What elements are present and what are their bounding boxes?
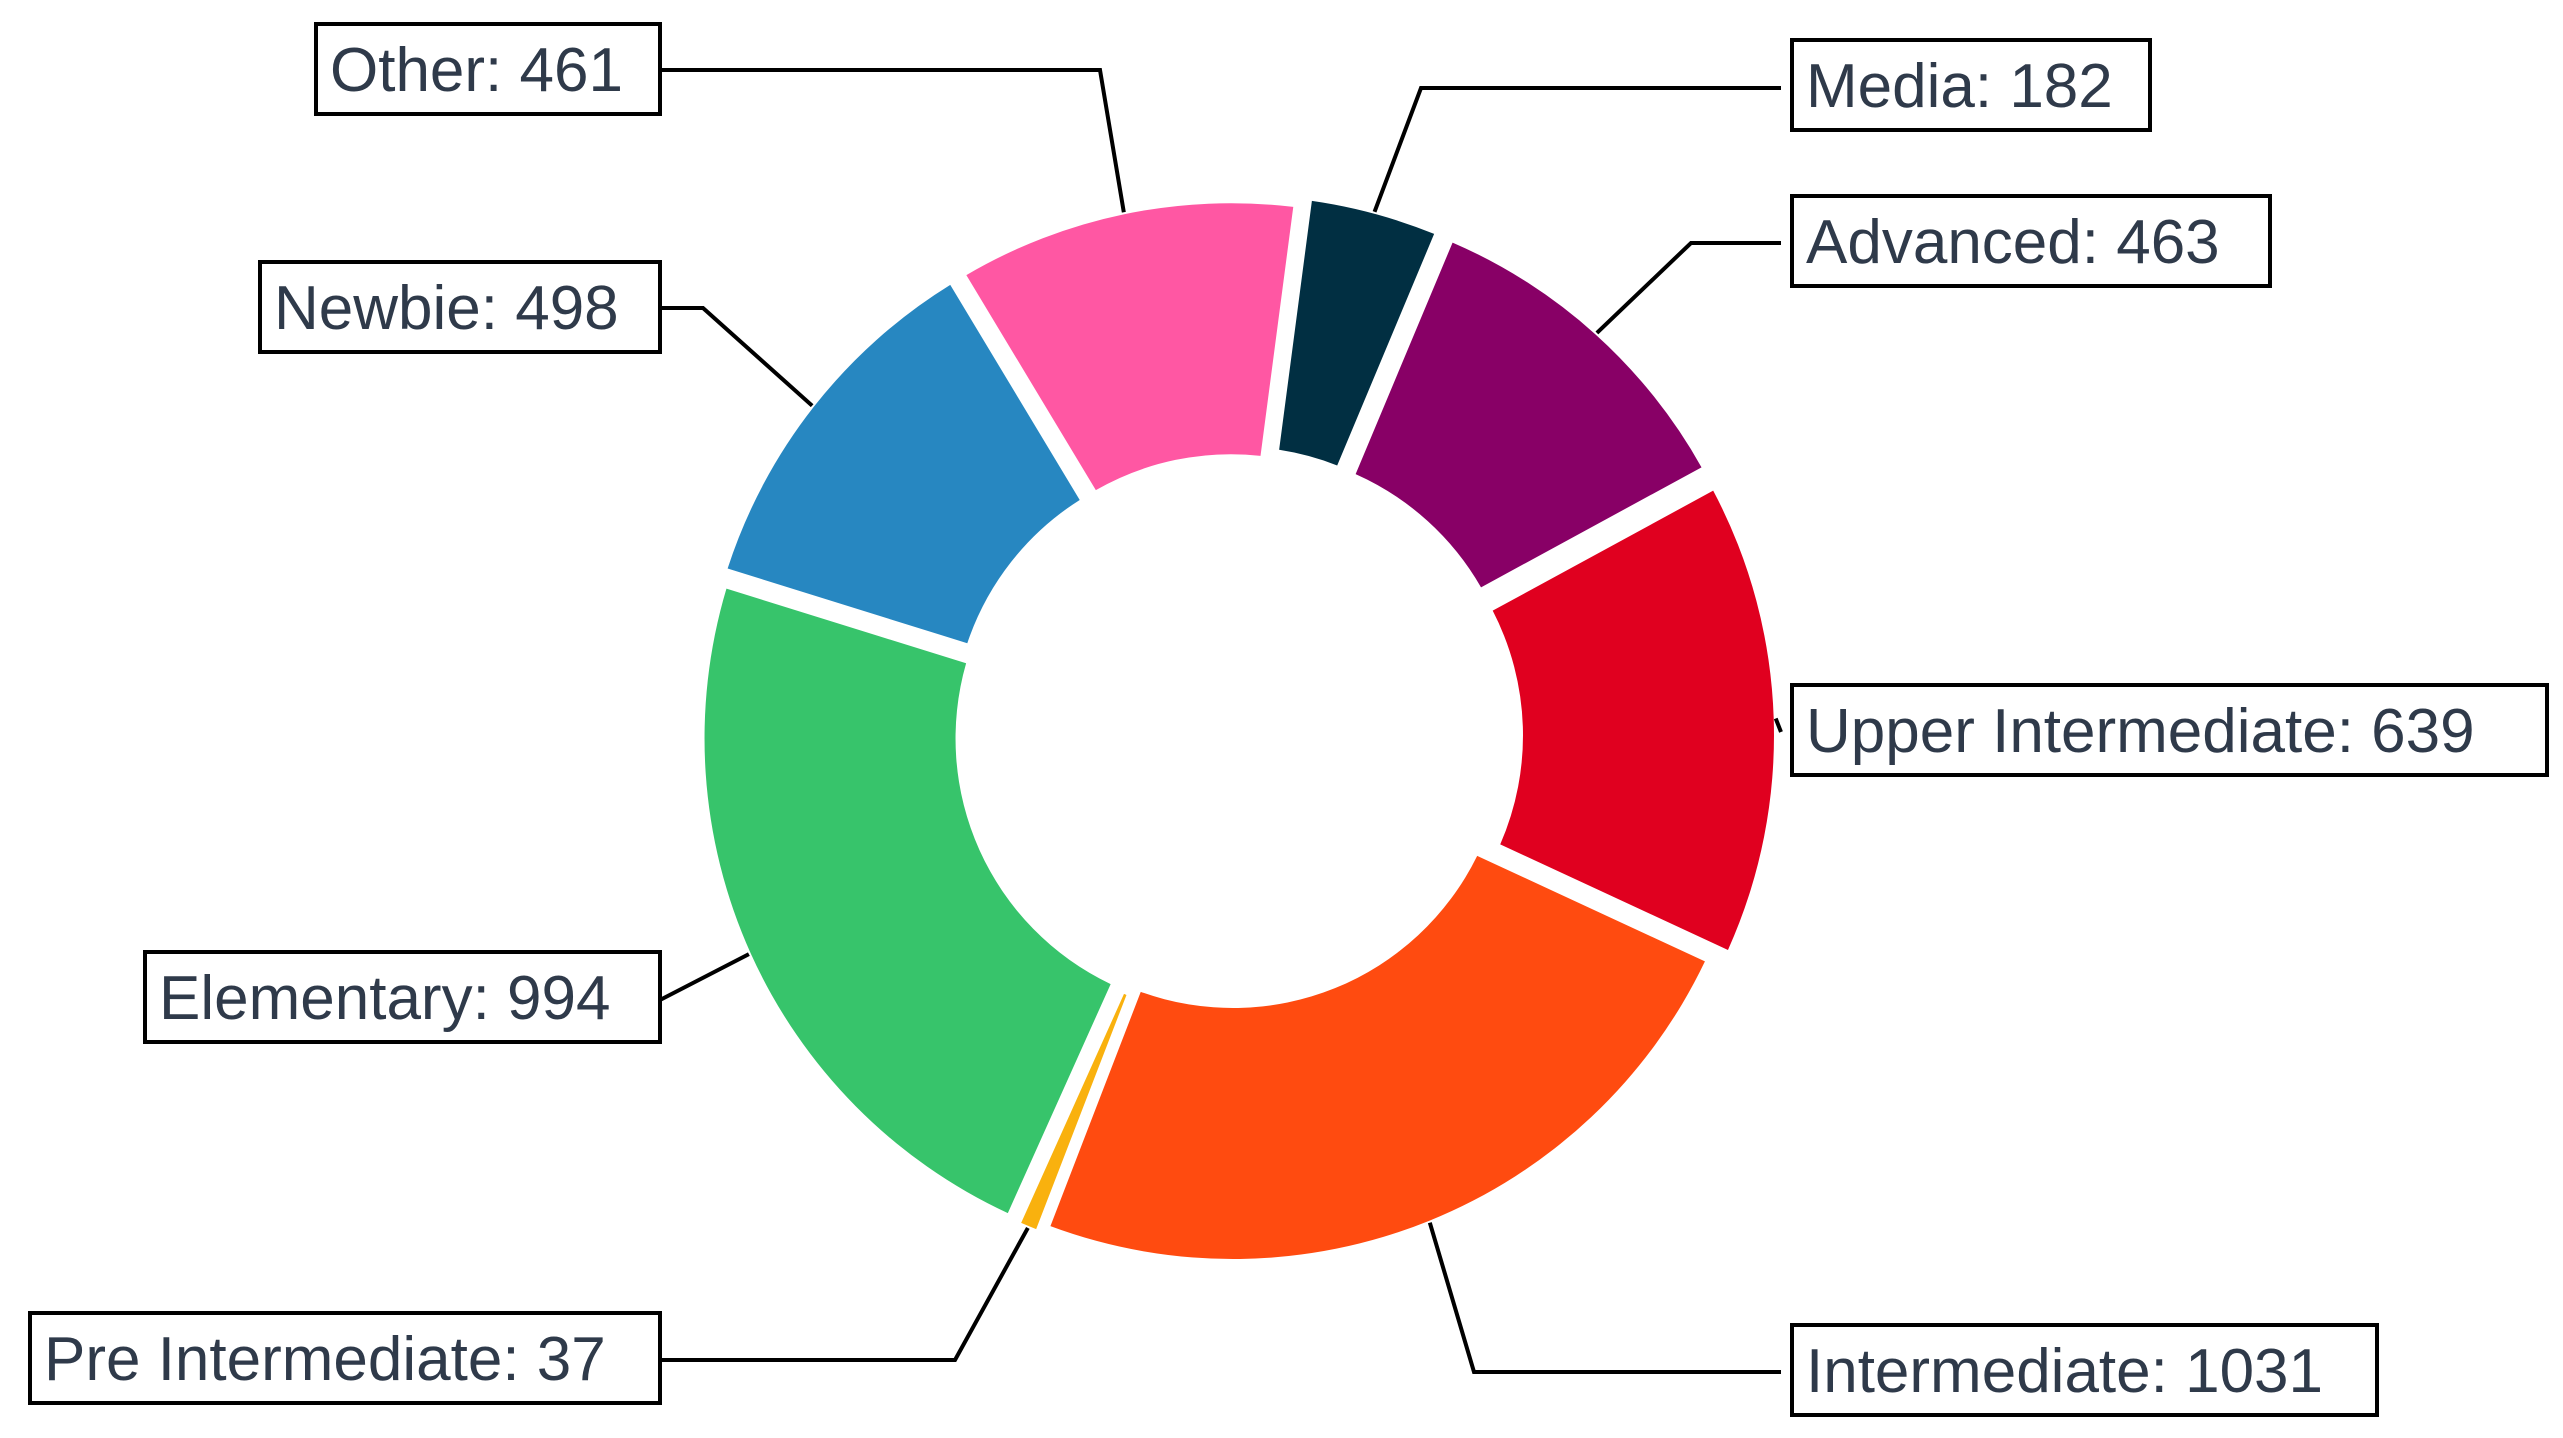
labels: Media: 182 Advanced: 463 Upper Intermediat… bbox=[28, 22, 2549, 1417]
data-label-advanced: Advanced: 463 bbox=[1806, 208, 2220, 277]
leader-line-intermediate bbox=[1427, 1222, 1781, 1374]
leader-line-newbie bbox=[660, 306, 814, 408]
label-box-newbie bbox=[258, 260, 662, 354]
data-label-newbie: Newbie: 498 bbox=[274, 274, 619, 343]
label-box-pre-intermediate bbox=[28, 1311, 662, 1405]
leader-line-pre-intermediate bbox=[660, 1226, 1030, 1362]
label-box-elementary bbox=[143, 950, 662, 1044]
leader-line-other bbox=[660, 68, 1126, 213]
data-label-media: Media: 182 bbox=[1806, 52, 2113, 121]
label-box-advanced bbox=[1790, 194, 2272, 288]
slice-other bbox=[966, 203, 1294, 491]
leader-line-advanced bbox=[1595, 241, 1781, 335]
data-label-upper-intermediate: Upper Intermediate: 639 bbox=[1806, 697, 2475, 766]
data-label-other: Other: 461 bbox=[330, 36, 623, 105]
data-label-intermediate: Intermediate: 1031 bbox=[1806, 1337, 2323, 1406]
data-label-elementary: Elementary: 994 bbox=[159, 964, 610, 1033]
leader-line-media bbox=[1372, 86, 1781, 213]
slice-elementary bbox=[704, 588, 1111, 1214]
slice-pre-intermediate bbox=[1021, 993, 1127, 1230]
slice-upper-intermediate bbox=[1492, 490, 1774, 950]
label-box-intermediate bbox=[1790, 1323, 2379, 1417]
slices bbox=[704, 200, 1774, 1259]
slice-intermediate bbox=[1050, 855, 1705, 1259]
label-box-upper-intermediate bbox=[1790, 683, 2549, 777]
leader-line-elementary bbox=[659, 952, 750, 1002]
slice-media bbox=[1279, 200, 1435, 466]
slice-newbie bbox=[727, 284, 1080, 644]
slice-advanced bbox=[1355, 242, 1702, 588]
label-box-other bbox=[314, 22, 662, 116]
data-label-pre-intermediate: Pre Intermediate: 37 bbox=[44, 1325, 606, 1394]
leader-line-upper-intermediate bbox=[1773, 717, 1783, 733]
label-box-media bbox=[1790, 38, 2152, 132]
